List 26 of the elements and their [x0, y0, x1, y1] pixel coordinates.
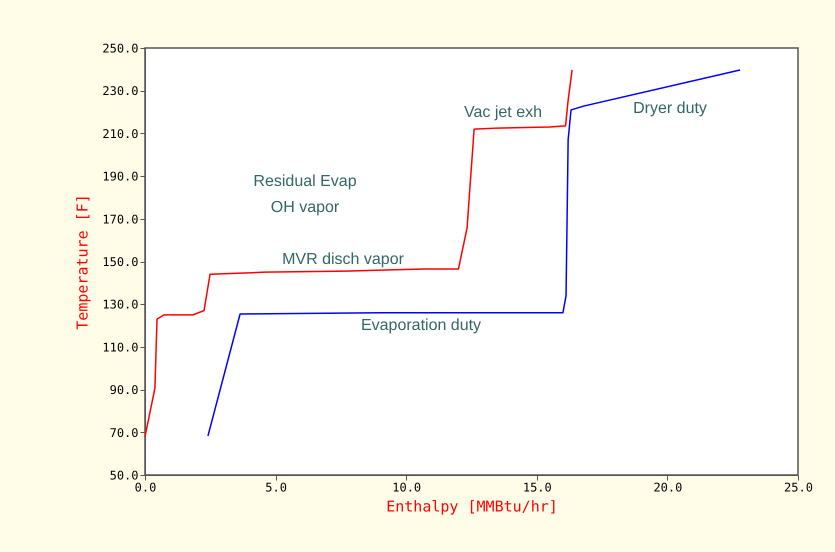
- x-axis-title: Enthalpy [MMBtu/hr]: [386, 498, 558, 516]
- x-tick-label: 10.0: [392, 480, 422, 494]
- annotation: Evaporation duty: [360, 317, 482, 334]
- annotation: Vac jet exh: [464, 104, 542, 121]
- annotation: Dryer duty: [633, 100, 707, 117]
- annotation: Residual Evap OH vapor: [253, 173, 357, 216]
- y-tick-label: 110.0: [102, 340, 138, 354]
- y-tick-label: 210.0: [102, 126, 138, 141]
- y-tick-label: 190.0: [102, 170, 138, 184]
- line-series: [144, 69, 573, 438]
- line-series: [207, 69, 741, 437]
- y-tick-label: 150.0: [102, 255, 138, 269]
- x-tick-label: 5.0: [265, 480, 287, 494]
- y-axis-title: Temperature [F]: [73, 194, 92, 330]
- y-tick-label: 230.0: [102, 84, 138, 98]
- y-tick-label: 250.0: [102, 42, 138, 56]
- x-tick-label: 20.0: [653, 480, 682, 494]
- y-tick-label: 50.0: [110, 468, 138, 482]
- x-tick-label: 15.0: [522, 480, 552, 494]
- y-tick-label: 170.0: [102, 212, 138, 226]
- x-tick-label: 25.0: [784, 480, 813, 494]
- y-tick-label: 90.0: [110, 383, 138, 398]
- annotation: MVR disch vapor: [282, 251, 405, 268]
- y-tick-label: 70.0: [110, 426, 138, 440]
- x-tick-label: 0.0: [134, 480, 156, 494]
- y-tick-label: 130.0: [102, 298, 138, 312]
